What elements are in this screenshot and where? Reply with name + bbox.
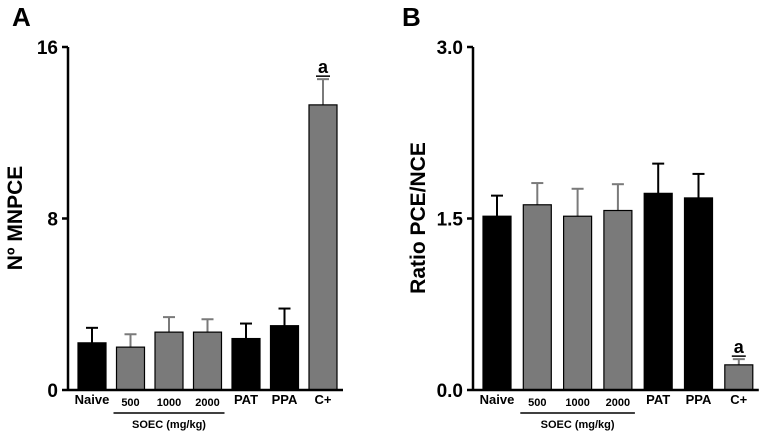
bar-c- [724,364,754,391]
bar-pat [231,337,261,391]
bar-naive [77,342,107,391]
x-tick-label: 500 [121,397,139,409]
bar-500 [115,346,146,391]
y-axis-title: Ratio PCE/NCE [407,142,430,294]
bar-1000 [154,331,184,391]
x-tick-label: Naive [480,392,515,407]
bar-pat [643,192,673,391]
bar-ppa [269,325,300,391]
bar-2000 [192,331,223,391]
bar-naive [482,215,512,391]
x-tick-label: 2000 [606,397,630,409]
x-tick-label: PPA [272,392,298,407]
y-tick-label: 8 [47,210,58,231]
x-tick-label: 2000 [195,397,219,409]
bar-500 [522,204,552,391]
bar-c- [308,104,338,391]
panel-a: A Nº MNPCE 0 8 16 Naive 500 1000 2000 PAT PPA C+ SOE… [4,2,343,431]
x-tick-label: PPA [686,392,712,407]
significance-annotation: a [318,57,329,77]
y-axis-title: Nº MNPCE [4,166,27,271]
x-tick-label: 1000 [157,397,181,409]
panel-b: B Ratio PCE/NCE 0.0 1.5 3.0 Naive 500 1000 2000 P… [402,2,759,431]
group-label: SOEC (mg/kg) [541,419,615,431]
x-tick-label: Naive [75,392,110,407]
significance-annotation: a [734,337,745,357]
bar-ppa [683,197,714,391]
x-tick-label: C+ [730,392,747,407]
y-tick-label: 1.5 [437,210,464,231]
y-tick-label: 0 [47,381,58,402]
x-tick-label: 1000 [565,397,589,409]
bar-2000 [603,209,633,391]
y-tick-label: 3.0 [437,38,463,59]
x-tick-label: 500 [528,397,546,409]
x-tick-label: PAT [234,392,258,407]
y-tick-label: 16 [37,38,58,59]
bar-1000 [562,215,593,391]
panel-label: A [12,2,31,32]
x-tick-label: PAT [646,392,670,407]
x-tick-label: C+ [315,392,332,407]
group-label: SOEC (mg/kg) [132,419,206,431]
y-tick-label: 0.0 [437,381,463,402]
panel-label: B [402,2,421,32]
